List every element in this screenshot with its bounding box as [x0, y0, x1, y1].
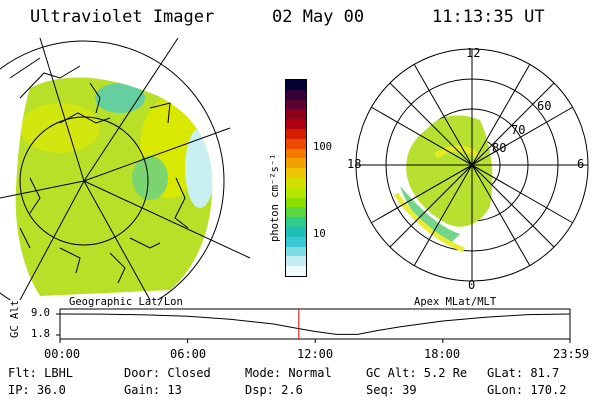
altitude-plot-frame	[59, 308, 571, 340]
ip-info: IP: 36.0	[8, 383, 66, 397]
mlt-meridian	[370, 106, 574, 224]
polar-plot	[355, 48, 589, 282]
colorbar	[285, 79, 307, 277]
colorbar-swatch	[286, 109, 306, 120]
meridian-line	[83, 38, 179, 182]
gc-alt-info: GC Alt: 5.2 Re	[366, 366, 468, 380]
lat-label-60: 60	[537, 99, 552, 113]
latitude-circle-outer	[0, 40, 225, 300]
colorbar-swatch	[286, 177, 306, 188]
colorbar-swatch	[286, 148, 306, 159]
colorbar-tick-100: 100	[313, 141, 332, 153]
meridian-line	[0, 180, 85, 199]
gain-info: Gain: 13	[124, 383, 182, 397]
colorbar-tick-10: 10	[313, 228, 326, 240]
mlt-label-6: 6	[577, 157, 585, 171]
glat-info: GLat: 81.7	[487, 366, 560, 380]
dsp-info: Dsp: 2.6	[245, 383, 303, 397]
colorbar-swatch	[286, 226, 306, 237]
time-tick-1200: 12:00	[297, 347, 334, 361]
colorbar-swatch	[286, 187, 306, 198]
glon-info: GLon: 170.2	[487, 383, 567, 397]
colorbar-swatch	[286, 197, 306, 208]
meridian-line	[83, 180, 251, 259]
colorbar-swatch	[286, 256, 306, 267]
latitude-circle-inner	[19, 116, 149, 246]
instrument-title: Ultraviolet Imager	[30, 7, 215, 27]
time-tick-0000: 00:00	[44, 347, 81, 361]
colorbar-swatch	[286, 89, 306, 100]
meridian-line	[19, 180, 85, 300]
colorbar-swatch	[286, 168, 306, 178]
colorbar-swatch	[286, 266, 306, 276]
colorbar-swatch	[286, 236, 306, 247]
date-label: 02 May 00	[272, 7, 365, 27]
mlt-label-18: 18	[347, 157, 362, 171]
seq-info: Seq: 39	[366, 383, 417, 397]
meridian-line	[83, 180, 151, 300]
meridian-line	[39, 38, 85, 182]
colorbar-swatch	[286, 99, 306, 110]
geographic-label: Geographic Lat/Lon	[69, 296, 183, 308]
altitude-tick-9: 9.0	[31, 307, 50, 319]
altitude-plot	[56, 308, 571, 343]
time-tick-0600: 06:00	[170, 347, 207, 361]
mlt-label-0: 0	[468, 278, 476, 292]
mode-info: Mode: Normal	[245, 366, 332, 380]
altitude-tick-1-8: 1.8	[31, 328, 50, 340]
colorbar-unit-label: photon cm⁻²s⁻¹	[269, 153, 281, 242]
colorbar-swatch	[286, 119, 306, 129]
time-tick-2359: 23:59	[553, 347, 590, 361]
meridian-line	[83, 127, 231, 182]
colorbar-swatch	[286, 138, 306, 149]
colorbar-swatch	[286, 128, 306, 139]
apex-label: Apex MLat/MLT	[414, 296, 497, 308]
lat-label-80: 80	[492, 141, 507, 155]
filter-info: Flt: LBHL	[8, 366, 74, 380]
colorbar-swatch	[286, 246, 306, 257]
colorbar-swatch	[286, 158, 306, 169]
colorbar-swatch	[286, 80, 306, 90]
door-info: Door: Closed	[124, 366, 211, 380]
lat-label-70: 70	[511, 123, 526, 137]
time-label: 11:13:35 UT	[432, 7, 545, 27]
altitude-curve	[59, 313, 571, 335]
time-tick-1800: 18:00	[424, 347, 461, 361]
geographic-image	[0, 38, 251, 300]
aurora-oval	[406, 115, 493, 227]
colorbar-swatch	[286, 207, 306, 218]
colorbar-swatch	[286, 217, 306, 227]
mlt-label-12: 12	[466, 46, 481, 60]
